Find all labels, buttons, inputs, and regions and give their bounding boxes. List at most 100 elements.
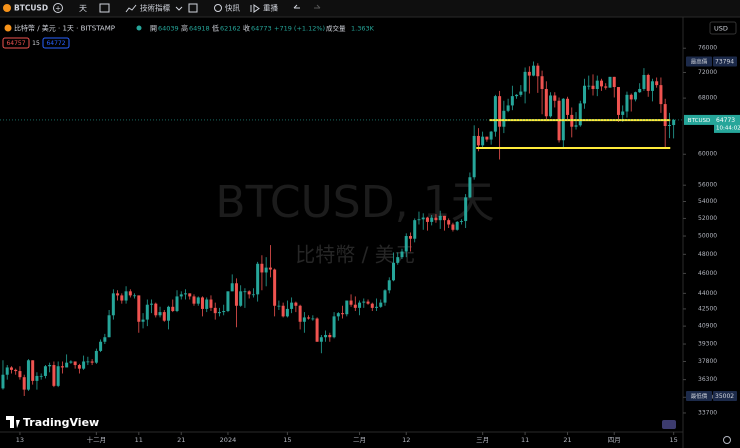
x-tick-label: 12 xyxy=(402,436,410,444)
redo[interactable] xyxy=(314,4,321,9)
candle-body xyxy=(672,119,676,126)
candle-body xyxy=(315,318,319,342)
y-tick-label: 39300 xyxy=(698,341,717,348)
replay-icon xyxy=(250,4,260,13)
low-value-box xyxy=(713,390,737,401)
y-tick-label: 50000 xyxy=(698,233,717,240)
candle-body xyxy=(294,302,298,306)
candle-body xyxy=(239,291,243,306)
candle-body xyxy=(290,302,294,309)
countdown: 10:44:02 xyxy=(716,125,740,131)
candle-body xyxy=(549,95,553,117)
last-price-box xyxy=(714,114,740,133)
y-tick-label: 52000 xyxy=(698,215,717,222)
flag-icon[interactable] xyxy=(662,420,676,429)
candle-body xyxy=(540,76,544,89)
candle-body xyxy=(370,303,374,308)
alerts[interactable]: 快訊 xyxy=(225,3,240,13)
dropdown[interactable] xyxy=(175,6,183,11)
symbol[interactable]: BTCUSD xyxy=(14,4,48,13)
currency-box[interactable] xyxy=(709,21,737,35)
candle-body xyxy=(285,308,289,317)
bid: 64757 xyxy=(6,40,25,47)
candle-body xyxy=(18,371,22,378)
market-status xyxy=(136,25,142,31)
candle-body xyxy=(120,295,124,301)
replay[interactable]: 重播 xyxy=(263,3,278,13)
candle-body xyxy=(366,301,370,304)
ask: 64772 xyxy=(46,40,65,47)
candle-body xyxy=(459,221,463,222)
candle-body xyxy=(616,87,620,115)
candle-body xyxy=(222,311,226,313)
settings[interactable] xyxy=(723,436,731,444)
candle-body xyxy=(247,291,251,295)
indicator-icon xyxy=(125,4,137,13)
candle-body xyxy=(200,297,204,309)
legend-values: 開 64039 高 64918 低 62162 收 64773 +719 (+1.12%) 成交量… xyxy=(150,24,375,33)
symbol-icon xyxy=(3,4,11,12)
last-symbol-box xyxy=(684,114,714,125)
candle-body xyxy=(612,76,616,88)
legend-label: 低 xyxy=(212,24,219,33)
x-tick-label: 十二月 xyxy=(87,435,107,444)
candle-body xyxy=(103,337,107,342)
candle-body xyxy=(400,251,404,258)
candle-body xyxy=(341,313,345,315)
x-tick-label: 21 xyxy=(177,436,185,444)
candle-body xyxy=(43,366,47,376)
low-label: 最低價 xyxy=(691,392,708,400)
candle-body xyxy=(485,136,489,140)
candle-body xyxy=(336,313,340,317)
add-symbol[interactable] xyxy=(53,3,63,13)
candle-body xyxy=(26,360,30,390)
candle-body xyxy=(633,92,637,100)
currency[interactable]: USD xyxy=(714,25,728,33)
candle-body xyxy=(128,291,132,296)
chart-type[interactable] xyxy=(99,3,110,13)
candle-body xyxy=(578,103,582,126)
candle-body xyxy=(124,291,128,301)
legend-value: 62162 xyxy=(220,25,241,33)
candle-body xyxy=(154,303,158,316)
indicators[interactable]: 技術指標 xyxy=(140,3,170,13)
legend-title: 比特幣 / 美元 · 1天 · BITSTAMP xyxy=(14,24,115,33)
x-tick-label: 2024 xyxy=(220,436,237,444)
candle-body xyxy=(417,219,421,221)
candle-body xyxy=(506,105,510,111)
x-tick-label: 四月 xyxy=(608,436,621,444)
candle-body xyxy=(39,375,43,377)
candle-body xyxy=(9,367,13,370)
candle-body xyxy=(519,91,523,95)
candle-body xyxy=(523,71,527,92)
high-label-box xyxy=(686,56,712,67)
legend-value: 64039 xyxy=(158,25,179,33)
candle-body xyxy=(515,94,519,97)
undo[interactable] xyxy=(293,4,300,9)
candle-body xyxy=(60,366,64,368)
candle-body xyxy=(604,86,608,88)
candle-body xyxy=(107,315,111,338)
y-tick-label: 48000 xyxy=(698,251,717,258)
candle-body xyxy=(375,306,379,308)
candle-body xyxy=(209,299,213,308)
candle-body xyxy=(48,365,52,367)
add-icon: + xyxy=(55,5,61,13)
candle-body xyxy=(328,334,332,338)
toolbar xyxy=(0,0,740,17)
legend-icon xyxy=(4,24,12,32)
candle-body xyxy=(226,291,230,312)
candle-body xyxy=(391,262,395,281)
candle-body xyxy=(442,215,446,221)
candle-body xyxy=(94,350,98,363)
candle-body xyxy=(213,307,217,314)
interval[interactable]: 天 xyxy=(79,4,87,13)
low-label-box xyxy=(686,390,712,401)
candle-body xyxy=(404,236,408,252)
layout-icon[interactable] xyxy=(188,3,198,13)
candle-body xyxy=(430,217,434,222)
legend-label: 開 xyxy=(150,25,157,33)
candle-body xyxy=(408,236,412,239)
